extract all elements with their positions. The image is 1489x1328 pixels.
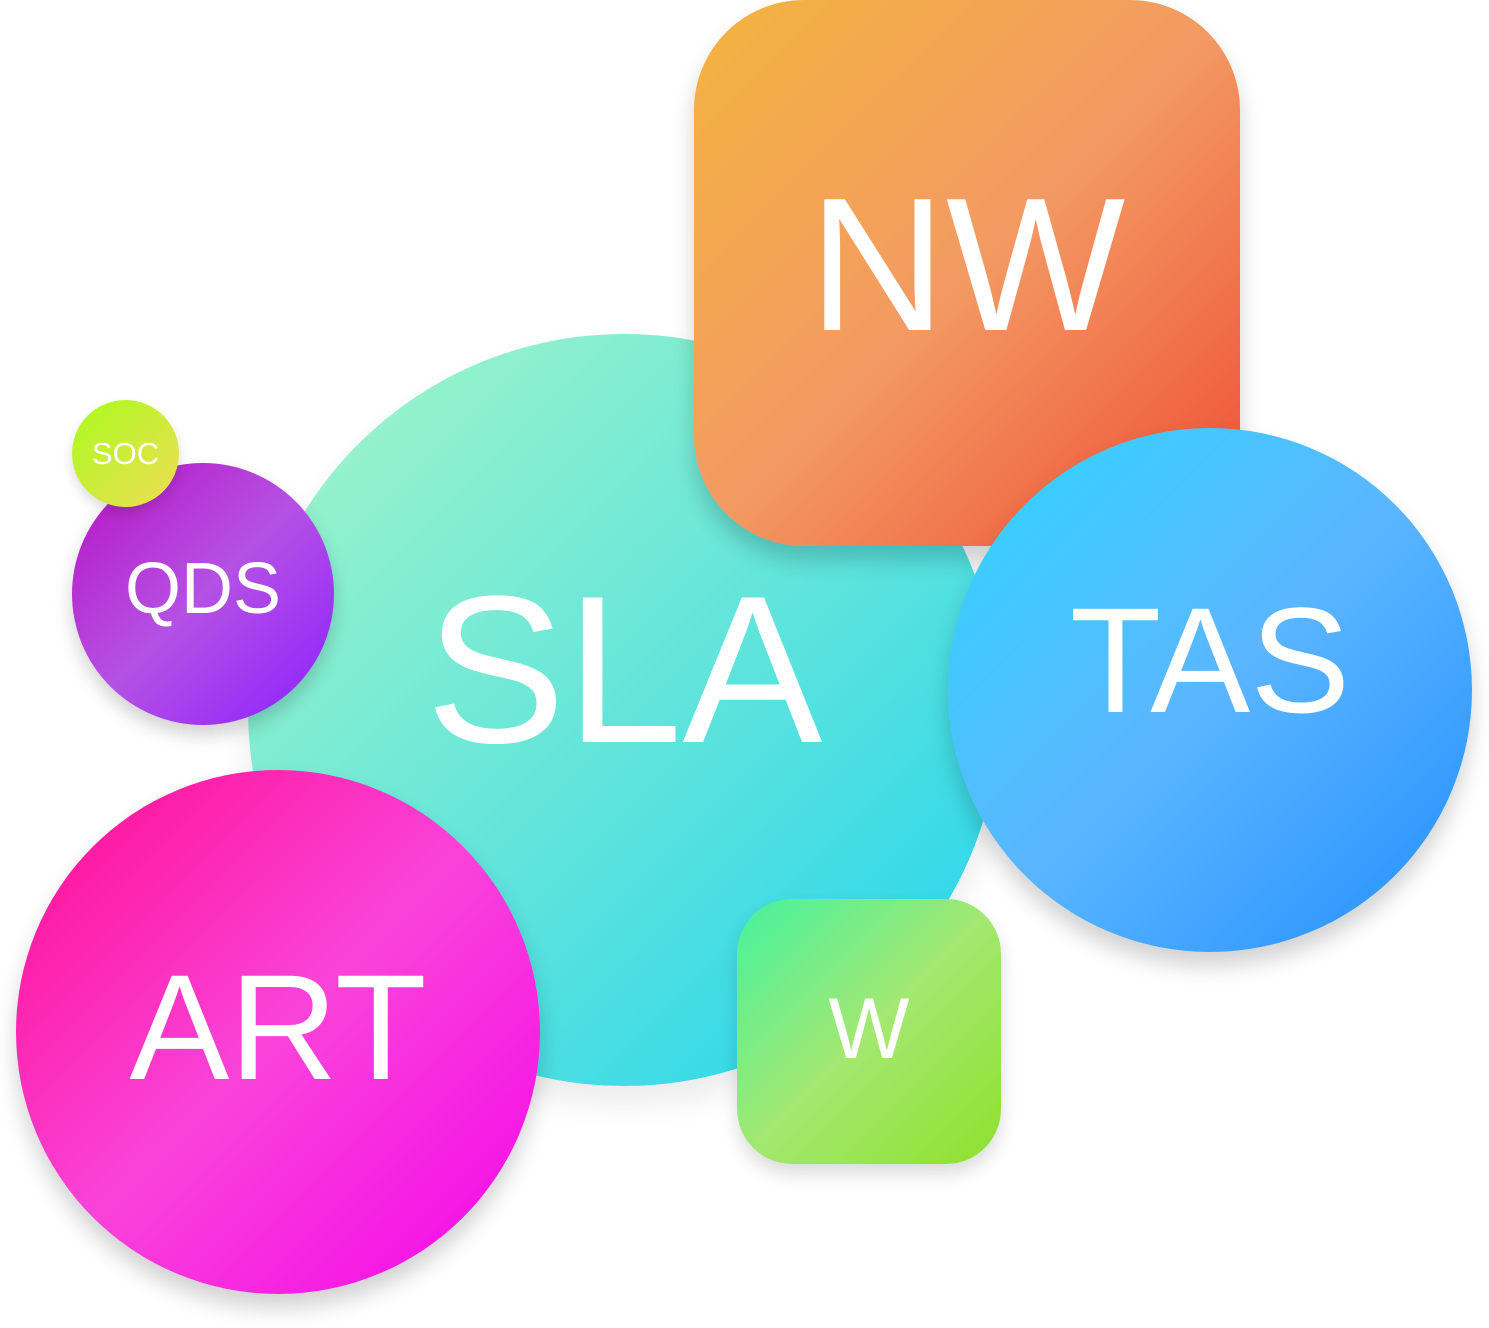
art-bubble: ART xyxy=(16,770,540,1294)
tas-label: TAS xyxy=(1069,576,1351,744)
w-tile: W xyxy=(737,899,1001,1164)
sla-label: SLA xyxy=(425,552,823,787)
qds-bubble: QDS xyxy=(72,463,334,725)
soc-label: SOC xyxy=(91,436,160,471)
nw-label: NW xyxy=(808,159,1126,371)
w-label: W xyxy=(828,980,910,1077)
soc-bubble: SOC xyxy=(72,400,179,507)
tas-bubble: TAS xyxy=(948,428,1472,952)
art-label: ART xyxy=(129,943,427,1111)
qds-label: QDS xyxy=(124,549,282,629)
